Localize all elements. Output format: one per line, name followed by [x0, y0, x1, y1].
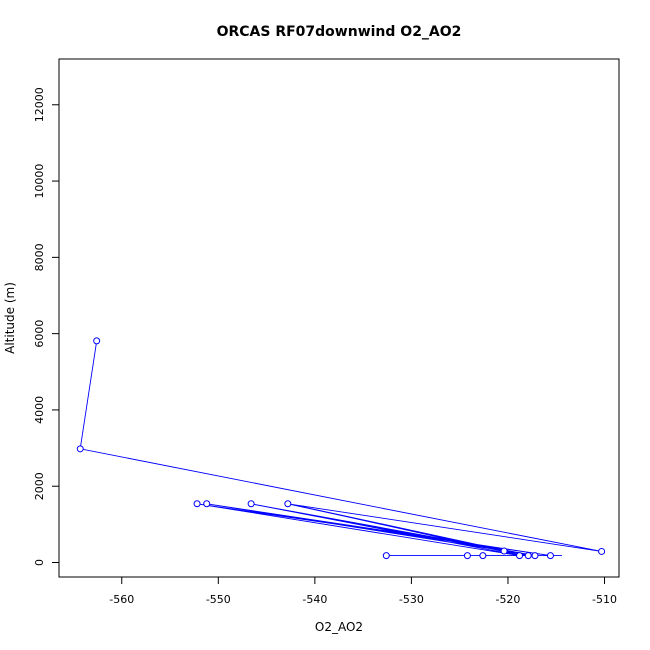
data-point	[247, 500, 255, 508]
data-point	[524, 552, 532, 560]
chart-title: ORCAS RF07downwind O2_AO2	[217, 24, 462, 40]
x-axis: -560 -550 -540 -530 -520 -510	[109, 576, 617, 606]
data-point	[500, 547, 508, 555]
series-line	[79, 340, 602, 557]
x-tick-label: -510	[592, 593, 617, 606]
data-point	[76, 445, 84, 453]
data-point	[598, 547, 606, 555]
y-axis-label: Altitude (m)	[3, 282, 17, 354]
y-tick-label: 6000	[33, 320, 46, 348]
data-point	[193, 500, 201, 508]
y-tick-label: 2000	[33, 472, 46, 500]
y-tick-label: 0	[33, 559, 46, 566]
x-tick-label: -540	[302, 593, 327, 606]
data-point	[463, 552, 471, 560]
data-point	[203, 500, 211, 508]
data-point	[516, 552, 524, 560]
data-point	[546, 552, 554, 560]
data-point	[93, 337, 101, 345]
x-axis-label: O2_AO2	[315, 620, 363, 634]
data-point	[531, 552, 539, 560]
data-point	[284, 500, 292, 508]
data-point	[382, 552, 390, 560]
y-tick-label: 12000	[33, 87, 46, 122]
x-tick-label: -560	[109, 593, 134, 606]
x-tick-label: -530	[399, 593, 424, 606]
y-axis: 0 2000 4000 6000 8000 10000 12000	[33, 87, 60, 566]
data-series	[76, 337, 606, 560]
x-tick-label: -550	[206, 593, 231, 606]
data-point	[479, 552, 487, 560]
x-tick-label: -520	[495, 593, 520, 606]
y-tick-label: 10000	[33, 164, 46, 199]
y-tick-label: 4000	[33, 396, 46, 424]
y-tick-label: 8000	[33, 243, 46, 271]
